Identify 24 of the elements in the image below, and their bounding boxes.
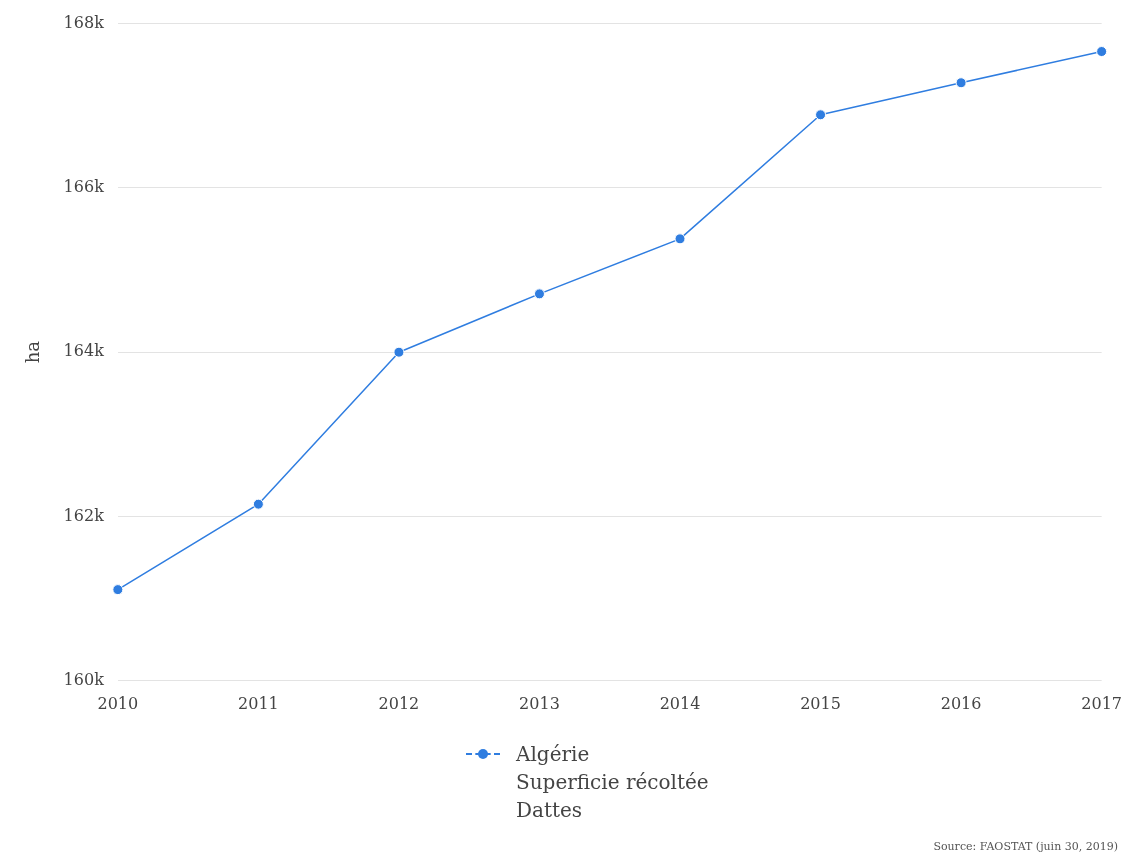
- x-tick-label: 2017: [1081, 693, 1122, 713]
- x-tick-label: 2015: [800, 693, 841, 713]
- x-tick-label: 2016: [940, 693, 982, 713]
- point: [533, 288, 545, 300]
- x-tick-label: 2012: [378, 693, 420, 713]
- point: [674, 233, 686, 245]
- point: [1096, 46, 1108, 58]
- point: [393, 346, 405, 358]
- point: [815, 109, 827, 121]
- y-tick-label: 166k: [63, 177, 105, 197]
- legend-label: Algérie Superficie récoltée Dattes: [516, 741, 709, 824]
- y-tick-label: 168k: [63, 12, 105, 32]
- x-tick-label: 2010: [97, 693, 139, 713]
- y-axis-title: ha: [22, 340, 44, 364]
- point: [252, 498, 264, 510]
- x-tick-label: 2013: [519, 693, 560, 713]
- point: [955, 77, 967, 89]
- x-tick-label: 2014: [659, 693, 701, 713]
- y-tick-label: 162k: [63, 505, 105, 525]
- x-tick-label: 2011: [238, 693, 279, 713]
- point: [112, 584, 124, 596]
- y-tick-label: 164k: [63, 341, 105, 361]
- y-tick-label: 160k: [63, 669, 105, 689]
- source-note: Source: FAOSTAT (juin 30, 2019): [933, 840, 1118, 853]
